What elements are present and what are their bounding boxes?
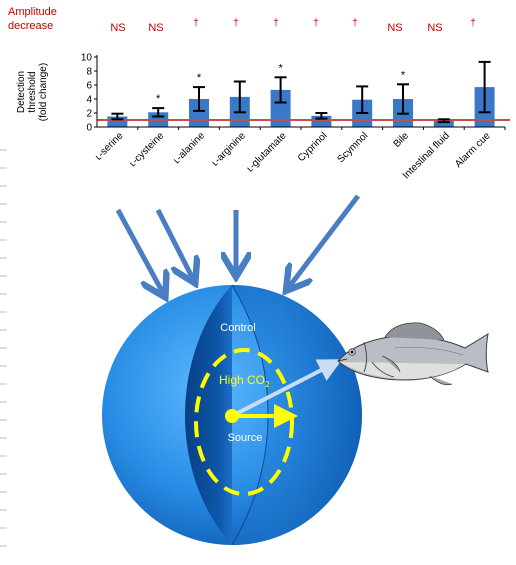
x-tick-label: Cyprinol xyxy=(296,130,330,164)
source-label: Source xyxy=(228,432,263,444)
x-tick-label: ʟ-alanine xyxy=(171,130,207,166)
significance-marker: † xyxy=(233,18,239,29)
arrow-amino-acids-1 xyxy=(115,208,163,293)
y-tick-label: 6 xyxy=(86,81,92,92)
high-co2-main: High CO xyxy=(219,373,265,387)
control-label: Control xyxy=(220,322,255,334)
y-tick-label: 2 xyxy=(86,109,92,120)
significance-marker: † xyxy=(313,18,319,29)
bar xyxy=(107,116,128,127)
x-tick-label: Alarm cue xyxy=(453,130,493,170)
y-axis-label-line: Detection xyxy=(16,71,27,113)
bar xyxy=(270,89,291,127)
significance-marker: NS xyxy=(148,22,164,34)
y-axis-label-line: (fold change) xyxy=(38,63,49,121)
significance-marker: NS xyxy=(427,22,443,34)
odour-plume-diagram: Control High CO2 Source xyxy=(102,195,489,546)
significance-marker: † xyxy=(352,18,358,29)
y-axis-label-line: threshold xyxy=(27,71,38,112)
significance-marker: † xyxy=(273,18,279,29)
high-co2-label: High CO2 xyxy=(219,373,270,389)
x-tick-label: Scymnol xyxy=(335,130,370,165)
amplitude-label-line1: Amplitude xyxy=(8,6,57,18)
amplitude-label-line2: decrease xyxy=(8,20,54,32)
bar xyxy=(433,120,454,127)
amplitude-decrease-label: Amplitude decrease xyxy=(8,5,57,33)
significance-marker: † xyxy=(193,18,199,29)
significance-star: * xyxy=(156,93,161,105)
arrow-amino-acids-2 xyxy=(155,208,193,279)
odour-source-dot xyxy=(225,409,239,423)
x-tick-label: ʟ-arginine xyxy=(210,130,248,168)
high-co2-subscript: 2 xyxy=(265,380,270,389)
x-tick-label: ʟ-glutamate xyxy=(245,130,289,174)
y-axis-label: Detection threshold (fold change) xyxy=(16,63,49,121)
significance-star: * xyxy=(278,62,283,74)
x-tick-label: ʟ-serine xyxy=(93,130,126,163)
sphere-cutaway-wall xyxy=(185,285,232,545)
significance-star: * xyxy=(197,72,202,84)
y-tick-label: 8 xyxy=(86,67,92,78)
y-tick-label: 0 xyxy=(86,123,92,134)
significance-star: * xyxy=(401,69,406,81)
x-tick-label: ʟ-cysteine xyxy=(127,130,166,169)
page-edge-ticks xyxy=(0,149,7,547)
significance-marker: NS xyxy=(110,22,126,34)
arrow-bile-salts xyxy=(289,195,360,287)
significance-marker: NS xyxy=(387,22,403,34)
bar xyxy=(311,115,332,127)
y-tick-label: 4 xyxy=(86,95,92,106)
detection-threshold-chart: Detection threshold (fold change) 0 2 4 6 8 1… xyxy=(16,53,510,181)
significance-marker: † xyxy=(470,18,476,29)
y-tick-label: 10 xyxy=(81,53,93,64)
x-tick-label: Bile xyxy=(392,130,412,150)
fish-icon xyxy=(337,322,489,386)
detection-range-vector-control xyxy=(231,359,343,418)
